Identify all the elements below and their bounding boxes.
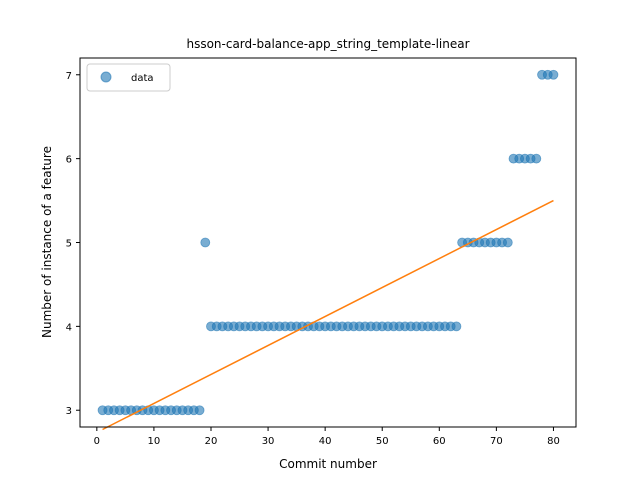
data-point	[502, 237, 513, 248]
y-tick-label: 4	[66, 322, 72, 333]
legend: data	[86, 63, 171, 92]
x-axis-label: Commit number	[279, 457, 377, 471]
x-tick-label: 10	[148, 436, 161, 447]
x-tick-label: 0	[94, 436, 100, 447]
y-axis: 3 4 5 6 7	[66, 71, 80, 417]
x-tick-label: 20	[205, 436, 218, 447]
trend-line	[102, 199, 554, 431]
plot-area	[79, 57, 577, 431]
y-tick-label: 5	[66, 239, 72, 250]
data-point	[194, 405, 205, 416]
legend-label-data: data	[131, 73, 154, 84]
y-tick-label: 6	[66, 155, 72, 166]
x-axis: 0 10 20 30 40 50 60 70 80	[94, 427, 560, 447]
x-tick-label: 40	[319, 436, 332, 447]
x-tick-label: 50	[376, 436, 389, 447]
y-tick-label: 7	[66, 71, 72, 82]
chart-title: hsson-card-balance-app_string_template-l…	[186, 37, 469, 51]
data-point	[451, 321, 462, 332]
legend-marker-data	[100, 71, 112, 83]
data-point	[200, 237, 211, 248]
x-tick-label: 80	[547, 436, 560, 447]
y-axis-label: Number of instance of a feature	[40, 146, 54, 338]
x-tick-label: 30	[262, 436, 275, 447]
legend-box	[86, 63, 171, 92]
x-tick-label: 60	[433, 436, 446, 447]
y-tick-label: 3	[66, 406, 72, 417]
x-tick-label: 70	[490, 436, 503, 447]
data-point	[531, 153, 542, 164]
data-point	[548, 69, 559, 80]
